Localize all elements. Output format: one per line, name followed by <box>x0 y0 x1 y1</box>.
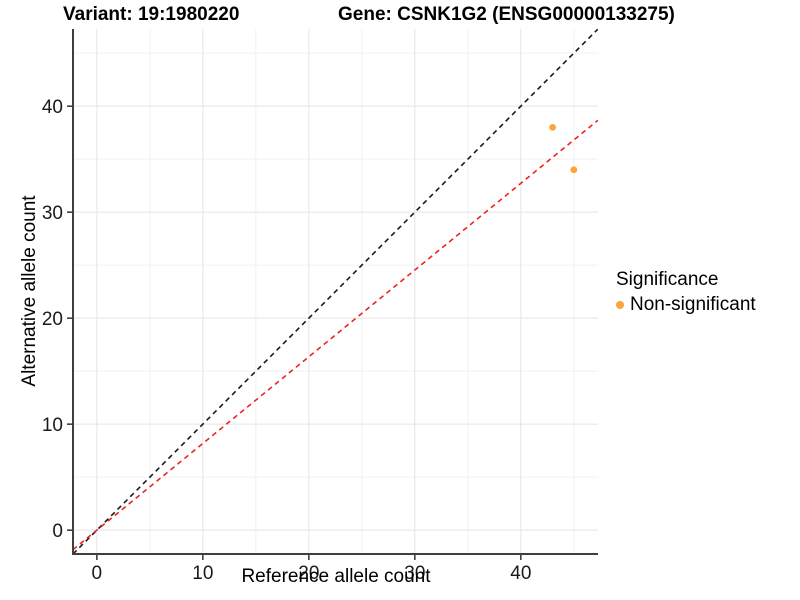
y-tick-label: 40 <box>42 97 63 118</box>
legend-point-icon <box>616 301 624 309</box>
y-tick-label: 30 <box>42 203 63 224</box>
y-axis-title: Alternative allele count <box>19 195 40 387</box>
legend-entry-nonsignificant: Non-significant <box>616 294 756 316</box>
x-tick-label: 20 <box>298 563 319 584</box>
y-tick-label: 10 <box>42 415 63 436</box>
y-tick-label: 20 <box>42 309 63 330</box>
legend: Significance Non-significant <box>616 269 756 316</box>
plot-title-variant: Variant: 19:1980220 <box>63 4 240 25</box>
plot-title-gene: Gene: CSNK1G2 (ENSG00000133275) <box>338 4 675 25</box>
x-tick-label: 10 <box>192 563 213 584</box>
data-point <box>549 123 557 131</box>
identity-line <box>73 29 598 554</box>
y-tick-label: 0 <box>52 521 63 542</box>
x-tick-label: 30 <box>404 563 425 584</box>
legend-title: Significance <box>616 269 719 290</box>
data-point <box>570 166 578 174</box>
legend-entry-label: Non-significant <box>630 294 756 315</box>
x-axis-title: Reference allele count <box>241 566 431 587</box>
x-tick-label: 0 <box>92 563 103 584</box>
x-tick-label: 40 <box>510 563 531 584</box>
